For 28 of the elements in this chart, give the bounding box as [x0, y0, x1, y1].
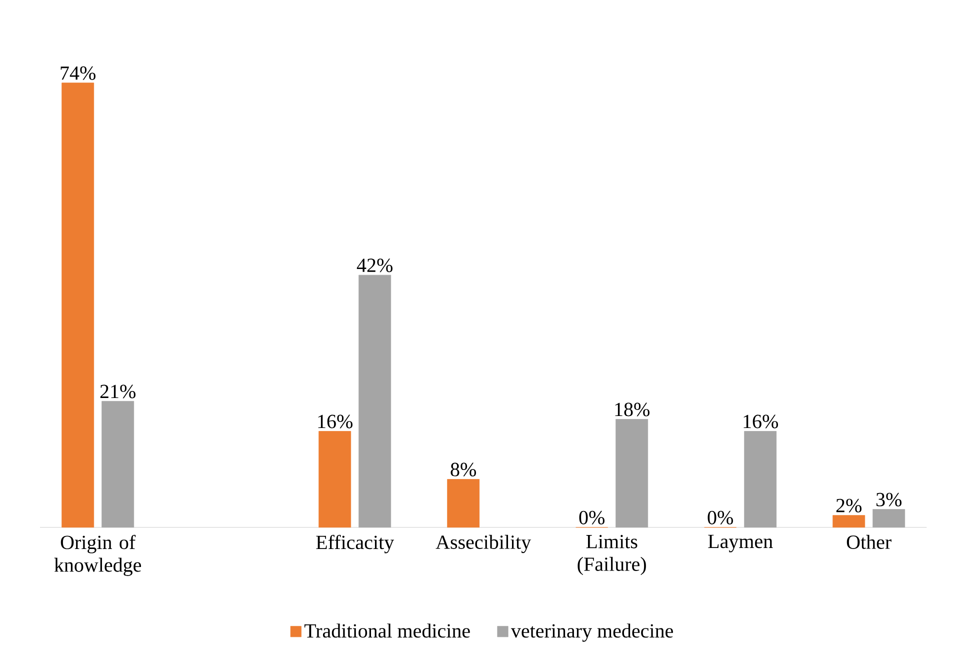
bar: [447, 479, 480, 528]
legend-label: Traditional medicine: [304, 624, 470, 638]
bar: [358, 274, 392, 528]
data-label: 8%: [450, 462, 476, 476]
legend-label: veterinary medecine: [510, 624, 673, 642]
x-tick-label: Laymen: [708, 534, 773, 552]
x-tick-label: Assecibility: [436, 534, 532, 554]
x-tick-label: Limits (Failure): [578, 534, 646, 576]
bar: [832, 515, 866, 528]
data-label: 16%: [744, 414, 778, 428]
data-label: 42%: [356, 258, 392, 272]
x-tick-label: Origin of knowledge: [54, 534, 142, 576]
bar: [318, 431, 352, 528]
x-tick-label: Other: [846, 534, 892, 549]
x-tick-label: Efficacity: [316, 534, 394, 554]
bar: [102, 401, 134, 528]
bar: [616, 419, 648, 528]
data-label: 18%: [615, 402, 650, 416]
bar: [62, 82, 94, 528]
bar: [872, 509, 906, 528]
bar: [744, 431, 777, 528]
data-label: 74%: [60, 66, 96, 80]
data-label: 3%: [876, 492, 902, 506]
data-label: 2%: [836, 498, 862, 512]
data-label: 16%: [318, 414, 352, 428]
data-label: 21%: [100, 384, 136, 398]
data-label: 0%: [708, 510, 733, 524]
data-label: 0%: [579, 510, 604, 524]
